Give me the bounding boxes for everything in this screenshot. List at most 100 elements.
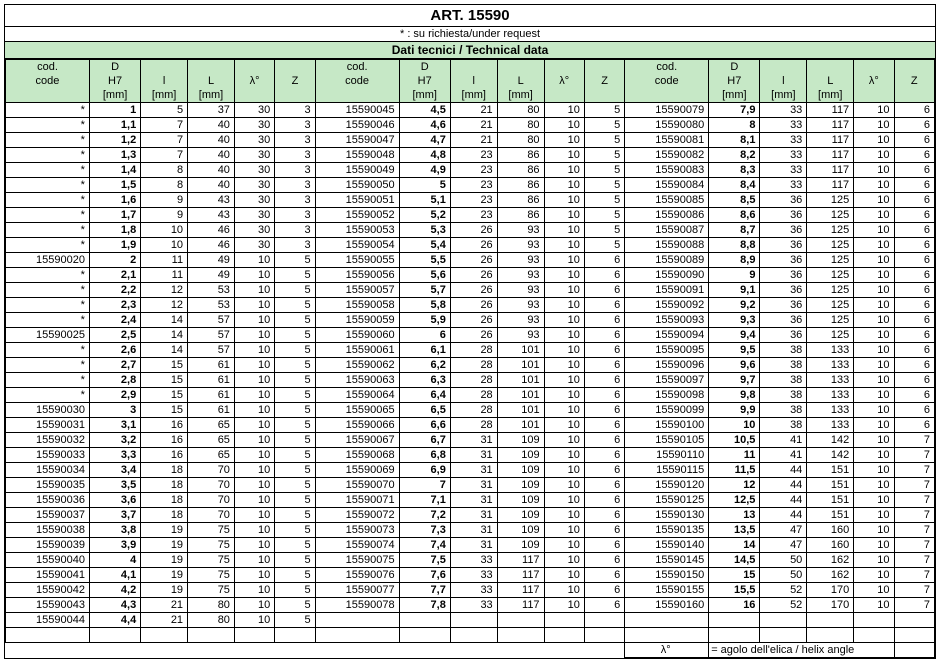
table-cell: 3,1 — [89, 418, 140, 433]
legend-row: λ°= agolo dell'elica / helix angle — [6, 643, 935, 658]
table-cell: 5 — [275, 553, 315, 568]
table-cell: 117 — [497, 598, 544, 613]
table-cell: 5 — [584, 103, 624, 118]
table-cell: 28 — [450, 418, 497, 433]
table-cell: 117 — [807, 118, 854, 133]
empty-cell — [584, 628, 624, 643]
table-cell: 8,1 — [709, 133, 760, 148]
table-cell: 15590060 — [315, 328, 399, 343]
table-row: *2,81561105155900636,328101106155900979,… — [6, 373, 935, 388]
table-cell: 11 — [141, 253, 188, 268]
table-cell: 7,4 — [399, 538, 450, 553]
empty-cell — [234, 628, 274, 643]
table-cell: 5 — [275, 268, 315, 283]
table-cell: 2,6 — [89, 343, 140, 358]
table-cell: 6 — [894, 373, 934, 388]
table-cell: 142 — [807, 433, 854, 448]
table-cell: 8,7 — [709, 223, 760, 238]
empty-cell — [894, 628, 934, 643]
table-cell: 6 — [584, 448, 624, 463]
table-cell — [315, 613, 399, 628]
table-cell: 10 — [544, 103, 584, 118]
table-cell: 10 — [544, 118, 584, 133]
table-cell: 8,2 — [709, 148, 760, 163]
table-cell: 6,5 — [399, 403, 450, 418]
table-cell: 10 — [854, 418, 894, 433]
table-cell: 142 — [807, 448, 854, 463]
table-cell: 14 — [141, 313, 188, 328]
table-cell: 10 — [544, 253, 584, 268]
table-cell: 44 — [760, 478, 807, 493]
table-cell: 18 — [141, 478, 188, 493]
table-cell — [854, 613, 894, 628]
table-cell: 61 — [188, 388, 235, 403]
table-cell: 1,7 — [89, 208, 140, 223]
table-cell: 15590051 — [315, 193, 399, 208]
table-cell: 30 — [234, 148, 274, 163]
table-cell: 10 — [544, 328, 584, 343]
table-cell: 15590037 — [6, 508, 90, 523]
table-row: *2,91561105155900646,428101106155900989,… — [6, 388, 935, 403]
table-cell: 125 — [807, 283, 854, 298]
table-cell: 10 — [854, 493, 894, 508]
col-header-l1-2: l[mm] — [450, 60, 497, 103]
col-header-code-3: cod.code — [625, 60, 709, 103]
table-cell: 65 — [188, 433, 235, 448]
table-cell: 3,8 — [89, 523, 140, 538]
table-cell: 21 — [450, 118, 497, 133]
table-cell: 40 — [188, 133, 235, 148]
table-cell: * — [6, 313, 90, 328]
table-cell: 2,9 — [89, 388, 140, 403]
table-cell: 70 — [188, 493, 235, 508]
table-row: 155900393,91975105155900747,431109106155… — [6, 538, 935, 553]
empty-cell — [854, 628, 894, 643]
table-cell: 7 — [894, 478, 934, 493]
table-cell: 10 — [234, 253, 274, 268]
table-cell: 10 — [854, 313, 894, 328]
table-cell: 6,2 — [399, 358, 450, 373]
table-cell: 6 — [894, 223, 934, 238]
table-cell: 6 — [894, 268, 934, 283]
table-cell: 15,5 — [709, 583, 760, 598]
table-cell: 6 — [584, 508, 624, 523]
table-cell: 28 — [450, 358, 497, 373]
table-cell: 7 — [894, 448, 934, 463]
table-cell: 6 — [894, 388, 934, 403]
table-cell: * — [6, 148, 90, 163]
table-cell: 15590088 — [625, 238, 709, 253]
table-cell: 93 — [497, 238, 544, 253]
table-cell: 80 — [497, 118, 544, 133]
table-cell: 10 — [544, 358, 584, 373]
table-cell: 36 — [760, 313, 807, 328]
table-cell: 5 — [275, 433, 315, 448]
table-cell: 36 — [760, 238, 807, 253]
table-row: 155900424,21975105155900777,733117106155… — [6, 583, 935, 598]
table-cell: 7,3 — [399, 523, 450, 538]
table-cell: 18 — [141, 508, 188, 523]
table-cell: 15590135 — [625, 523, 709, 538]
table-cell: 109 — [497, 433, 544, 448]
technical-data-table: cod.code DH7[mm] l[mm] L[mm] λ° Z cod.co… — [5, 59, 935, 658]
table-cell: 33 — [450, 553, 497, 568]
table-cell: 15590050 — [315, 178, 399, 193]
table-cell: 10 — [854, 523, 894, 538]
table-cell: 15590092 — [625, 298, 709, 313]
table-cell: 3 — [275, 208, 315, 223]
table-cell: 5 — [275, 253, 315, 268]
table-cell: 19 — [141, 583, 188, 598]
table-cell: 6,6 — [399, 418, 450, 433]
table-cell: 15590085 — [625, 193, 709, 208]
table-cell: 31 — [450, 508, 497, 523]
table-cell: 15590043 — [6, 598, 90, 613]
table-cell: 10 — [854, 133, 894, 148]
table-cell: 15590095 — [625, 343, 709, 358]
table-cell: 31 — [450, 463, 497, 478]
table-cell: 15590062 — [315, 358, 399, 373]
table-cell: 30 — [234, 178, 274, 193]
table-cell: 6 — [584, 388, 624, 403]
table-cell: 44 — [760, 508, 807, 523]
table-cell: 30 — [234, 103, 274, 118]
table-cell: 75 — [188, 523, 235, 538]
table-cell: 38 — [760, 403, 807, 418]
table-cell: * — [6, 358, 90, 373]
